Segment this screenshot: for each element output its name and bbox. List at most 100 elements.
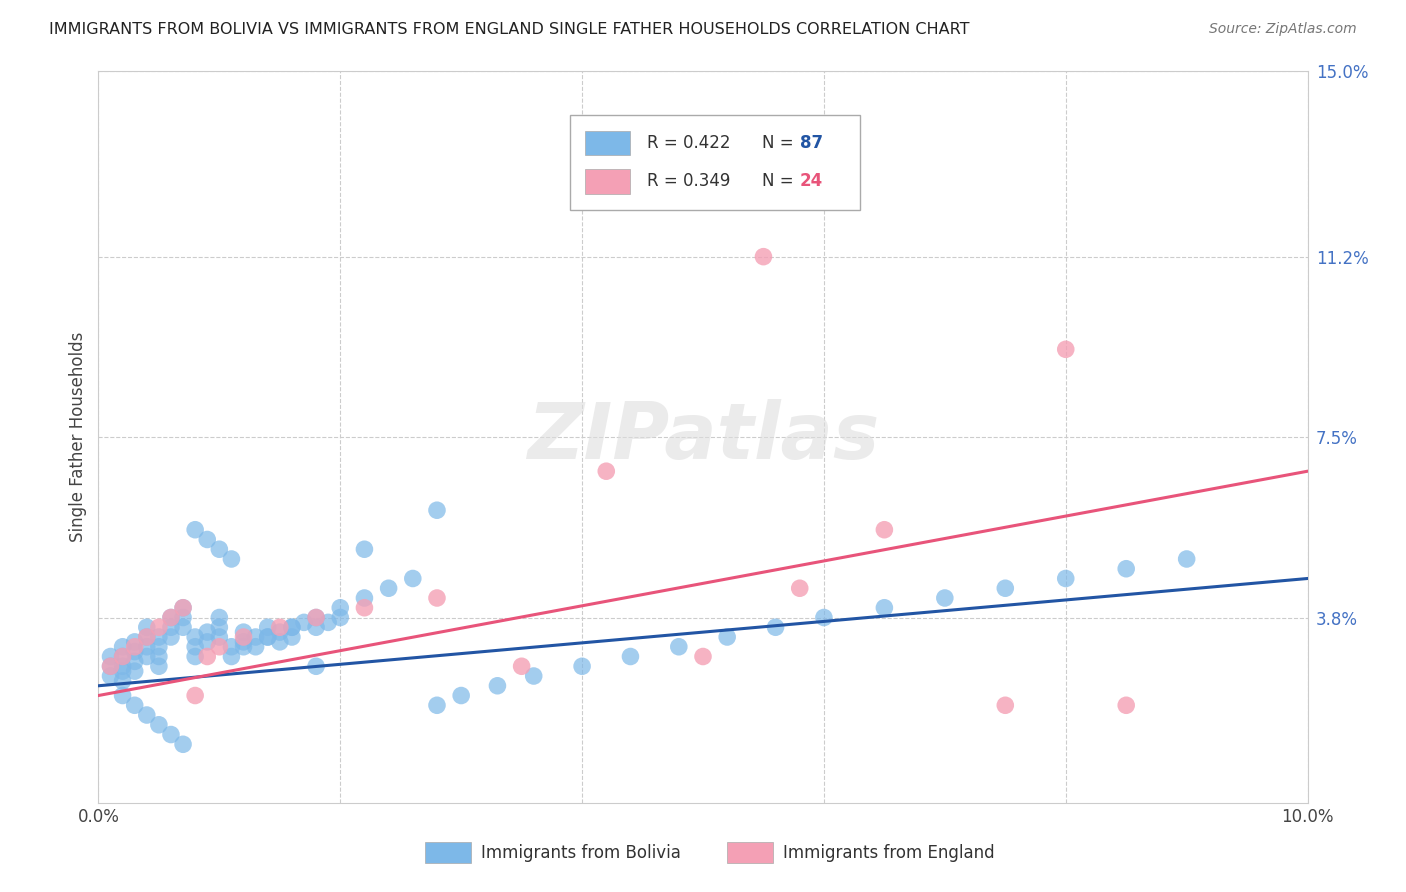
Point xyxy=(873,523,896,537)
Point xyxy=(135,708,157,723)
Point xyxy=(510,659,533,673)
Point xyxy=(716,630,738,644)
Point xyxy=(195,635,218,649)
Point xyxy=(148,640,170,654)
Point xyxy=(208,620,231,634)
Bar xyxy=(425,842,471,863)
Point xyxy=(184,640,207,654)
Point xyxy=(111,689,134,703)
Point xyxy=(1054,343,1077,357)
Point xyxy=(256,620,278,634)
FancyBboxPatch shape xyxy=(569,115,860,211)
Text: 87: 87 xyxy=(800,134,823,152)
Point xyxy=(100,659,122,673)
Point xyxy=(135,630,157,644)
Point xyxy=(172,600,194,615)
Point xyxy=(402,572,425,586)
Point xyxy=(873,600,896,615)
Point xyxy=(269,625,291,640)
Point xyxy=(269,620,291,634)
Point xyxy=(281,630,304,644)
Point xyxy=(111,659,134,673)
Point xyxy=(208,640,231,654)
Point xyxy=(111,649,134,664)
Point xyxy=(100,649,122,664)
Point xyxy=(124,645,146,659)
Point xyxy=(353,600,375,615)
Point xyxy=(305,659,328,673)
Y-axis label: Single Father Households: Single Father Households xyxy=(69,332,87,542)
Text: ZIPatlas: ZIPatlas xyxy=(527,399,879,475)
Point xyxy=(813,610,835,624)
Point xyxy=(668,640,690,654)
Point xyxy=(111,664,134,678)
Point xyxy=(353,542,375,557)
Point xyxy=(184,649,207,664)
Point xyxy=(124,640,146,654)
Point xyxy=(232,640,254,654)
Point xyxy=(111,649,134,664)
Point xyxy=(221,640,243,654)
Text: N =: N = xyxy=(762,134,799,152)
Point xyxy=(184,689,207,703)
Point xyxy=(305,610,328,624)
Point xyxy=(281,620,304,634)
Point xyxy=(135,620,157,634)
Point xyxy=(195,533,218,547)
Text: Immigrants from England: Immigrants from England xyxy=(783,844,994,862)
Point xyxy=(148,659,170,673)
Point xyxy=(377,581,399,595)
Point xyxy=(269,635,291,649)
Text: R = 0.422: R = 0.422 xyxy=(647,134,731,152)
Point xyxy=(765,620,787,634)
Text: R = 0.349: R = 0.349 xyxy=(647,172,731,190)
Text: 24: 24 xyxy=(800,172,823,190)
Point xyxy=(305,620,328,634)
Point xyxy=(135,630,157,644)
Point xyxy=(571,659,593,673)
Point xyxy=(245,640,267,654)
Text: Immigrants from Bolivia: Immigrants from Bolivia xyxy=(481,844,681,862)
Point xyxy=(124,698,146,713)
Point xyxy=(752,250,775,264)
Point xyxy=(111,673,134,688)
Point xyxy=(135,649,157,664)
Point xyxy=(523,669,546,683)
Point xyxy=(486,679,509,693)
Point xyxy=(135,640,157,654)
Point xyxy=(160,610,183,624)
Bar xyxy=(585,130,630,155)
Point xyxy=(353,591,375,605)
Point xyxy=(316,615,339,630)
Point xyxy=(426,591,449,605)
Text: IMMIGRANTS FROM BOLIVIA VS IMMIGRANTS FROM ENGLAND SINGLE FATHER HOUSEHOLDS CORR: IMMIGRANTS FROM BOLIVIA VS IMMIGRANTS FR… xyxy=(49,22,970,37)
Point xyxy=(172,600,194,615)
Point xyxy=(1054,572,1077,586)
Point xyxy=(245,630,267,644)
Point xyxy=(426,698,449,713)
Point xyxy=(172,737,194,751)
Point xyxy=(148,620,170,634)
Point xyxy=(450,689,472,703)
Point xyxy=(221,552,243,566)
Point xyxy=(1115,562,1137,576)
Bar xyxy=(727,842,773,863)
Point xyxy=(934,591,956,605)
Point xyxy=(160,620,183,634)
Point xyxy=(172,610,194,624)
Point xyxy=(111,640,134,654)
Point xyxy=(994,581,1017,595)
Point xyxy=(1115,698,1137,713)
Point xyxy=(208,542,231,557)
Point xyxy=(124,654,146,668)
Point xyxy=(789,581,811,595)
Point xyxy=(172,620,194,634)
Point xyxy=(256,630,278,644)
Point xyxy=(292,615,315,630)
Point xyxy=(208,610,231,624)
Point xyxy=(329,610,352,624)
Point xyxy=(595,464,617,478)
Point xyxy=(148,649,170,664)
Point xyxy=(195,625,218,640)
Point xyxy=(148,630,170,644)
